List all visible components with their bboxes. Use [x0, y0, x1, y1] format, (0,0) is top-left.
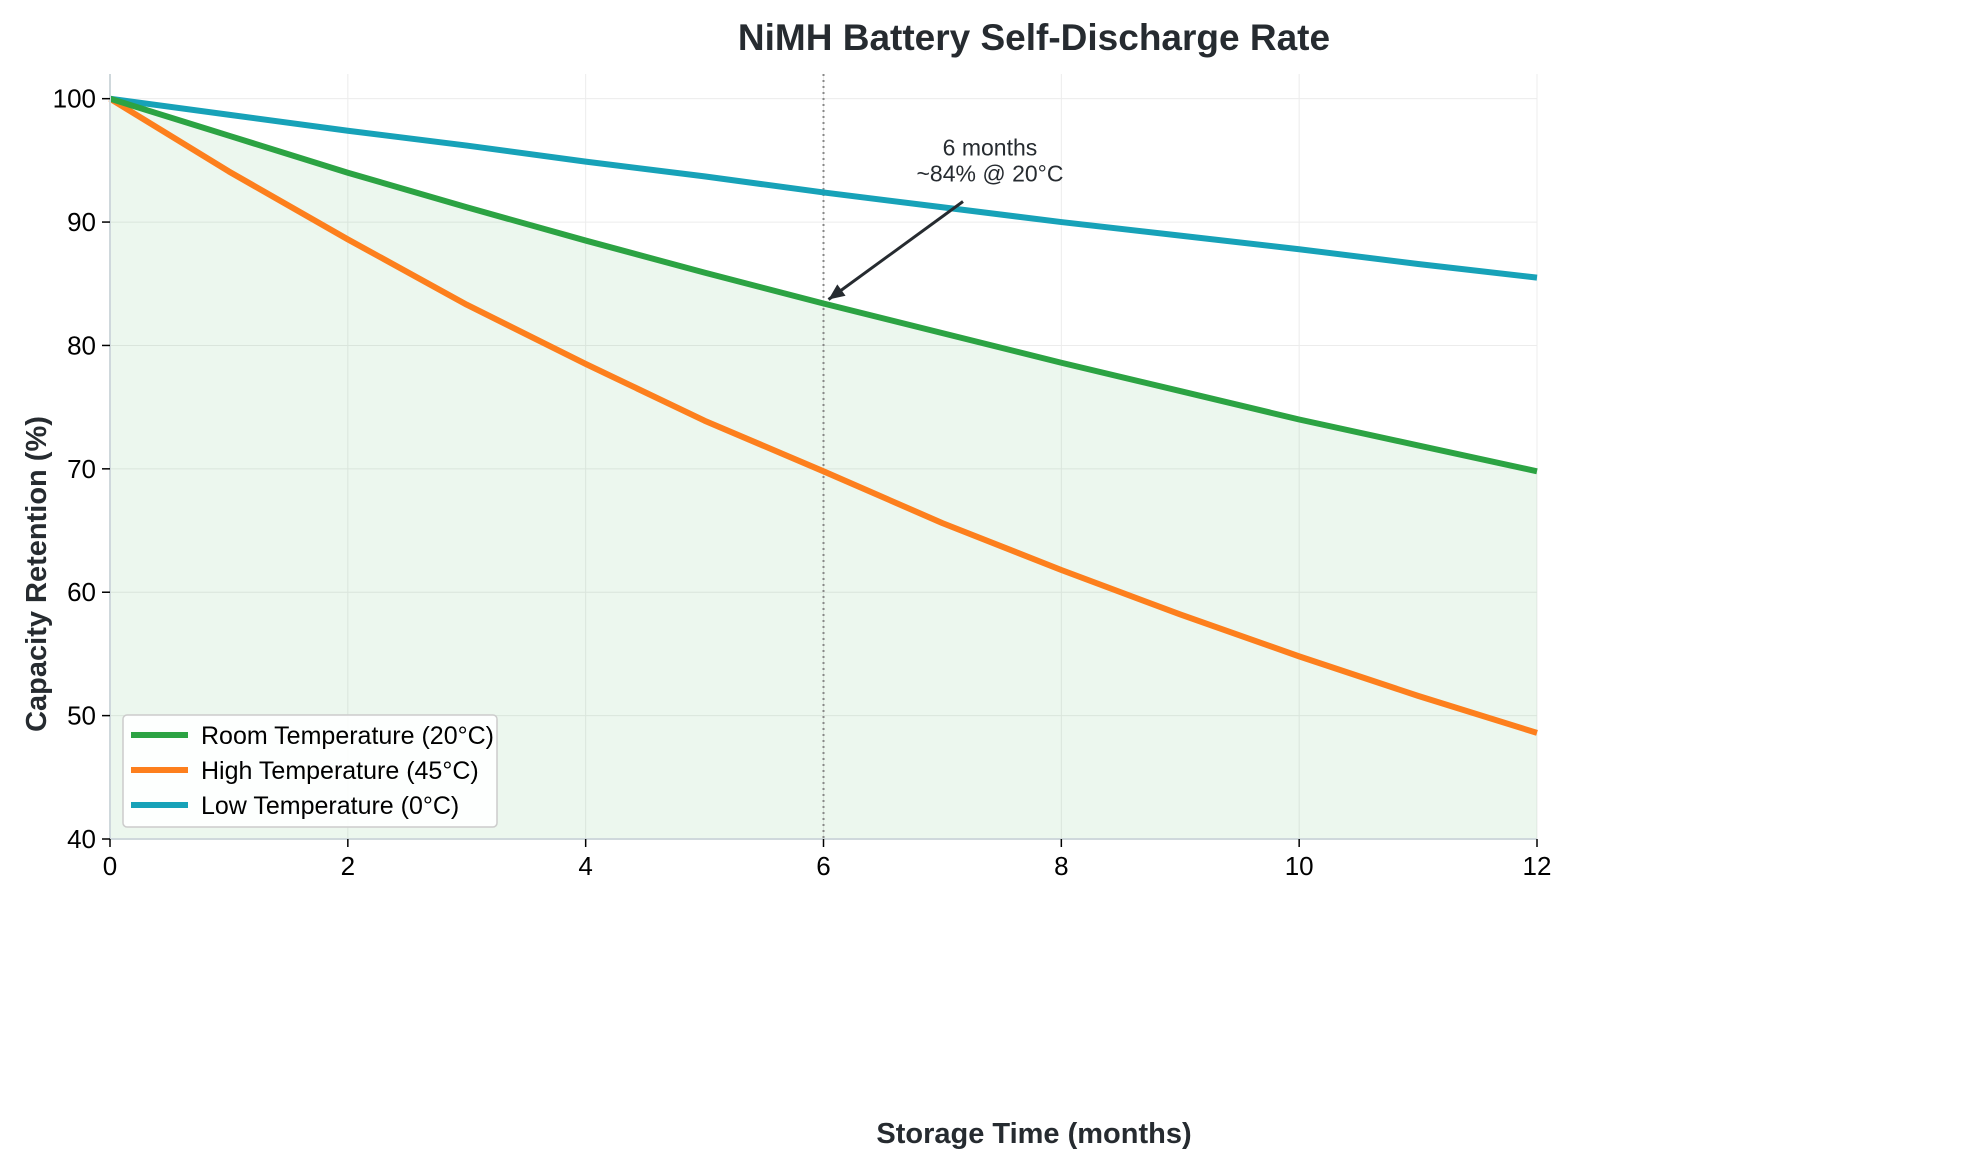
annotation-text: ~84% @ 20°C: [916, 161, 1063, 187]
x-tick-label: 6: [816, 851, 830, 881]
annotation-arrow-line: [827, 200, 964, 301]
series-line-high-temperature: [108, 96, 1538, 736]
x-axis-label: Storage Time (months): [876, 1118, 1191, 1150]
x-tick-label: 8: [1054, 851, 1068, 881]
x-tick-label: 10: [1285, 851, 1314, 881]
legend-label: High Temperature (45°C): [201, 757, 479, 785]
series-line-low-temperature: [109, 95, 1538, 281]
annotation: 6 months~84% @ 20°C: [827, 135, 1063, 301]
y-tick-label: 80: [67, 330, 96, 360]
y-tick-label: 100: [53, 84, 96, 114]
chart-title: NiMH Battery Self-Discharge Rate: [738, 17, 1330, 58]
x-tick-label: 0: [103, 851, 117, 881]
y-tick-label: 70: [67, 454, 96, 484]
y-tick-label: 60: [67, 577, 96, 607]
x-tick-label: 2: [341, 851, 355, 881]
x-tick-label: 4: [578, 851, 592, 881]
legend-box: [122, 714, 498, 828]
legend-label: Low Temperature (0°C): [201, 792, 459, 820]
y-tick-label: 40: [67, 824, 96, 854]
x-tick-label: 12: [1523, 851, 1552, 881]
tick-labels: 0 2 4 6 8 10 12 40 50 60 70 80 90 100: [53, 84, 1552, 881]
annotation-arrow-head: [828, 284, 846, 300]
series-lines: [108, 95, 1538, 736]
legend: Room Temperature (20°C) High Temperature …: [122, 714, 498, 828]
y-tick-label: 90: [67, 207, 96, 237]
y-axis-label: Capacity Retention (%): [21, 416, 53, 732]
series-line-room-temperature: [109, 95, 1538, 475]
y-tick-label: 50: [67, 701, 96, 731]
legend-label: Room Temperature (20°C): [201, 722, 494, 750]
annotation-text: 6 months: [943, 135, 1038, 161]
